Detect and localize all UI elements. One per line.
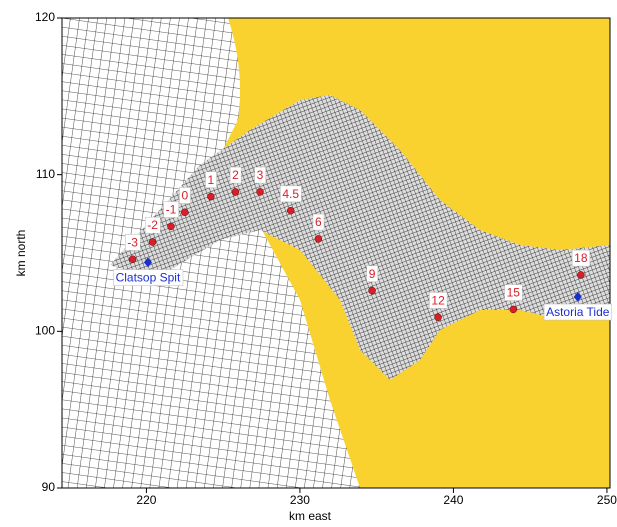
x-tick-label: 250 (597, 493, 617, 507)
x-axis-label: km east (289, 509, 332, 523)
y-tick-label: 110 (36, 167, 55, 181)
station-marker (369, 287, 376, 294)
station-marker (315, 235, 322, 242)
map-background (62, 18, 610, 488)
gauge-label: Astoria Tide (546, 305, 610, 319)
station-label: 4.5 (282, 187, 299, 201)
station-label: 15 (507, 286, 521, 300)
station-label: 1 (208, 173, 215, 187)
y-tick-label: 100 (35, 324, 55, 338)
y-tick-label: 120 (35, 10, 55, 24)
station-marker (510, 306, 517, 313)
station-marker (129, 256, 136, 263)
station-label: 2 (232, 168, 239, 182)
gauge-label: Clatsop Spit (116, 271, 181, 285)
x-tick-label: 240 (443, 493, 463, 507)
station-label: 6 (315, 215, 322, 229)
station-marker (257, 188, 264, 195)
station-marker (181, 209, 188, 216)
station-marker (167, 223, 174, 230)
station-label: 9 (369, 267, 376, 281)
x-tick-label: 230 (290, 493, 310, 507)
station-marker (577, 271, 584, 278)
station-marker (232, 188, 239, 195)
y-tick-label: 90 (42, 480, 56, 494)
station-marker (149, 239, 156, 246)
map-chart: km east km north 22023024025090100110120… (0, 0, 617, 527)
station-label: 3 (257, 168, 264, 182)
station-marker (207, 193, 214, 200)
y-axis-label: km north (14, 230, 28, 277)
x-tick-label: 220 (136, 493, 156, 507)
station-label: 12 (431, 293, 445, 307)
station-label: -1 (166, 203, 177, 217)
station-label: 18 (574, 251, 588, 265)
station-label: -3 (127, 235, 138, 249)
station-marker (435, 314, 442, 321)
station-marker (287, 207, 294, 214)
station-label: 0 (181, 188, 188, 202)
station-label: -2 (147, 218, 158, 232)
